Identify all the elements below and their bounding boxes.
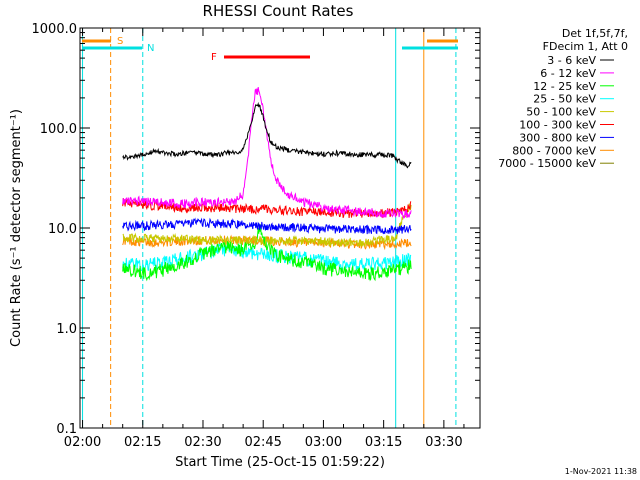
x-tick-label: 02:45 xyxy=(244,435,281,450)
legend-entry: 7000 - 15000 keV xyxy=(498,157,596,170)
y-tick-label: 100.0 xyxy=(40,122,77,137)
legend-header: FDecim 1, Att 0 xyxy=(543,40,628,53)
y-tick-label: 0.1 xyxy=(56,422,77,437)
y-tick-label: 1000.0 xyxy=(32,22,78,37)
legend-entry: 100 - 300 keV xyxy=(519,119,596,132)
timestamp: 1-Nov-2021 11:38 xyxy=(565,467,637,476)
legend-entry: 6 - 12 keV xyxy=(540,67,596,80)
x-tick-label: 03:30 xyxy=(425,435,462,450)
plot-area: S N F xyxy=(82,28,458,428)
series-line-6 xyxy=(122,217,412,235)
legend-entry: 300 - 800 keV xyxy=(519,131,596,144)
y-axis-label: Count Rate (s⁻¹ detector segment⁻¹) xyxy=(9,109,24,347)
series-line-2 xyxy=(122,224,412,282)
legend-header: Det 1f,5f,7f, xyxy=(562,27,628,40)
legend-entry: 50 - 100 keV xyxy=(526,106,596,119)
legend-entry: 12 - 25 keV xyxy=(533,80,596,93)
legend-entry: 25 - 50 keV xyxy=(533,93,596,106)
series-line-1 xyxy=(122,87,412,220)
x-tick-label: 03:15 xyxy=(365,435,402,450)
interval-label-f: F xyxy=(211,52,217,63)
series-line-0 xyxy=(122,101,412,169)
x-axis-label: Start Time (25-Oct-15 01:59:22) xyxy=(175,455,385,470)
chart-title: RHESSI Count Rates xyxy=(203,2,354,20)
y-axis: 0.1 1.0 10.0 100.0 1000.0 xyxy=(32,22,480,437)
x-tick-label: 03:00 xyxy=(305,435,342,450)
series-line-3 xyxy=(122,242,412,272)
x-tick-label: 02:00 xyxy=(64,435,101,450)
x-tick-label: 02:15 xyxy=(124,435,161,450)
y-tick-label: 10.0 xyxy=(48,222,77,237)
interval-label-n: N xyxy=(147,43,154,54)
legend-entry: 800 - 7000 keV xyxy=(512,144,596,157)
interval-label-s: S xyxy=(117,36,123,47)
x-axis: 02:00 02:15 02:30 02:45 03:00 03:15 03:30 xyxy=(64,28,465,450)
series-line-4 xyxy=(122,202,412,247)
legend-entry: 3 - 6 keV xyxy=(547,54,596,67)
y-tick-label: 1.0 xyxy=(56,322,77,337)
x-tick-label: 02:30 xyxy=(184,435,221,450)
